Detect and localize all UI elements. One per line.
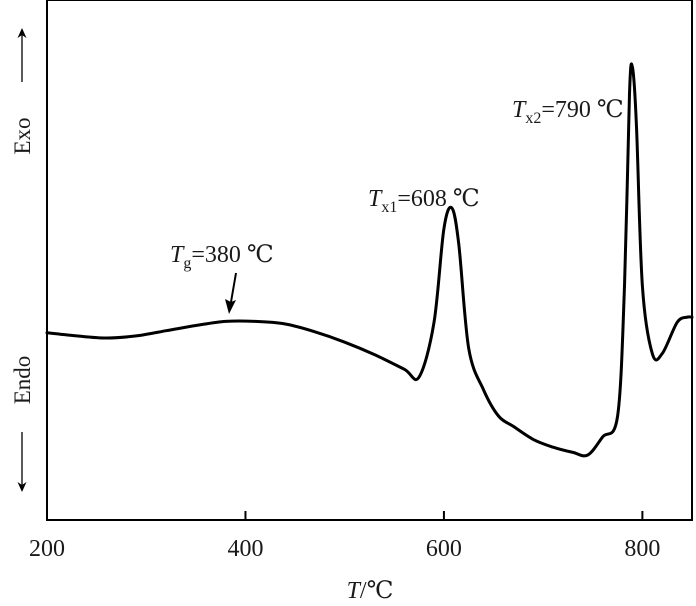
x-tick-label-600: 600 [426, 536, 462, 562]
tg-annotation: Tg=380 ℃ [170, 242, 274, 314]
endo-arrow-icon [17, 482, 27, 492]
x-tick-labels: 200 400 600 800 [29, 536, 660, 562]
plot-frame [46, 0, 693, 521]
tg-arrow-shaft [230, 272, 237, 303]
x-tick-label-200: 200 [29, 536, 65, 562]
endo-label: Endo [10, 356, 35, 405]
dsc-curve [45, 62, 694, 458]
x-ticks [46, 511, 644, 520]
endo-label-group: Endo [10, 356, 35, 492]
x-axis-label: T/℃ [347, 578, 394, 604]
exo-label: Exo [10, 117, 35, 154]
tg-label: Tg=380 ℃ [170, 242, 274, 272]
tg-arrow-icon [225, 299, 236, 314]
exo-arrow-icon [17, 28, 27, 38]
exo-label-group: Exo [10, 28, 35, 155]
tx1-label: Tx1=608 ℃ [368, 186, 480, 216]
x-tick-label-800: 800 [624, 536, 660, 562]
tx2-label: Tx2=790 ℃ [512, 97, 624, 127]
x-tick-label-400: 400 [227, 536, 263, 562]
